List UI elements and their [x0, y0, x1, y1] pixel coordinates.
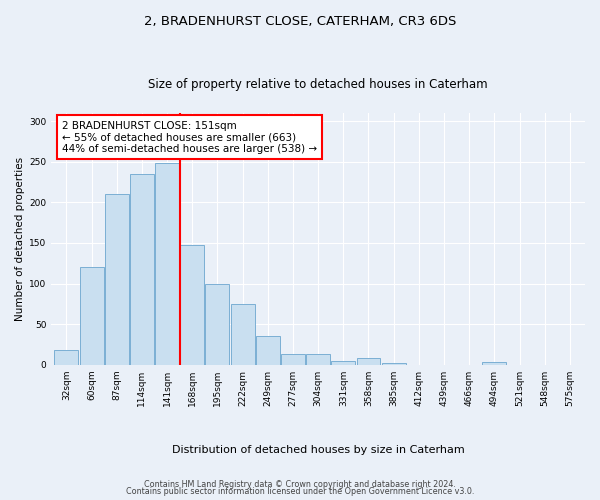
Text: Contains HM Land Registry data © Crown copyright and database right 2024.: Contains HM Land Registry data © Crown c…: [144, 480, 456, 489]
Bar: [105, 194, 128, 365]
Bar: [331, 361, 355, 365]
Y-axis label: Number of detached properties: Number of detached properties: [15, 157, 25, 321]
Bar: [205, 284, 229, 365]
Bar: [80, 268, 104, 365]
Bar: [482, 362, 506, 365]
Bar: [55, 350, 79, 365]
Text: 2 BRADENHURST CLOSE: 151sqm
← 55% of detached houses are smaller (663)
44% of se: 2 BRADENHURST CLOSE: 151sqm ← 55% of det…: [62, 120, 317, 154]
Bar: [306, 354, 330, 365]
Bar: [130, 174, 154, 365]
Bar: [230, 304, 254, 365]
Bar: [382, 363, 406, 365]
Bar: [155, 164, 179, 365]
Title: Size of property relative to detached houses in Caterham: Size of property relative to detached ho…: [148, 78, 488, 91]
X-axis label: Distribution of detached houses by size in Caterham: Distribution of detached houses by size …: [172, 445, 464, 455]
Bar: [256, 336, 280, 365]
Text: Contains public sector information licensed under the Open Government Licence v3: Contains public sector information licen…: [126, 488, 474, 496]
Text: 2, BRADENHURST CLOSE, CATERHAM, CR3 6DS: 2, BRADENHURST CLOSE, CATERHAM, CR3 6DS: [144, 15, 456, 28]
Bar: [181, 246, 204, 365]
Bar: [356, 358, 380, 365]
Bar: [281, 354, 305, 365]
